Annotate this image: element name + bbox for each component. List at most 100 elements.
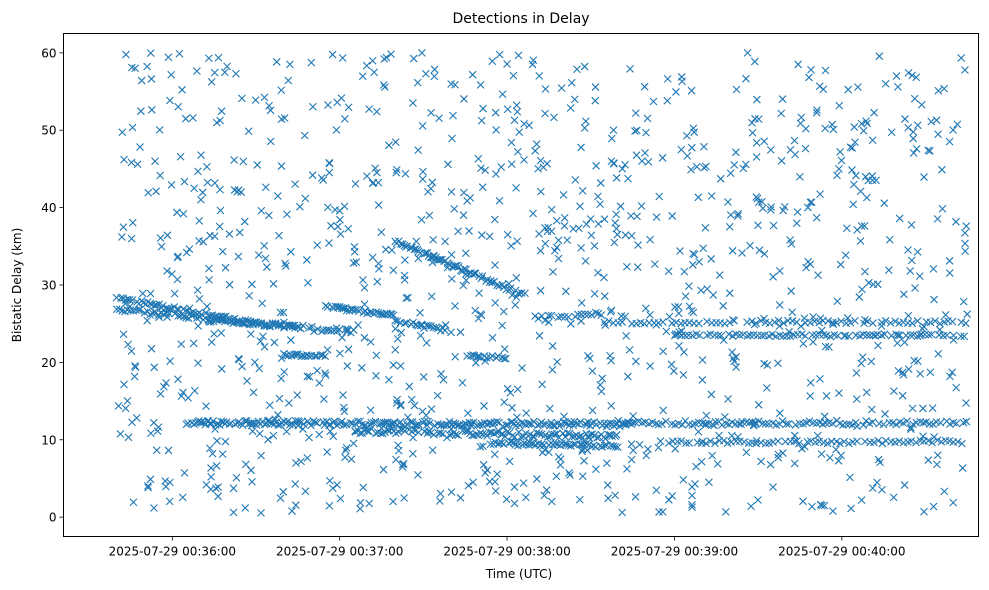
data-point xyxy=(835,101,844,110)
data-point xyxy=(741,160,750,169)
data-point xyxy=(820,501,829,510)
data-point xyxy=(925,147,934,155)
data-point xyxy=(886,319,895,327)
data-point xyxy=(477,116,486,125)
data-point xyxy=(230,156,239,164)
data-point xyxy=(535,429,544,438)
data-point xyxy=(286,321,295,330)
data-point xyxy=(491,261,499,270)
data-point xyxy=(531,146,540,155)
data-point xyxy=(174,102,183,111)
data-point xyxy=(128,123,137,132)
data-point xyxy=(325,501,334,510)
data-point xyxy=(603,481,612,489)
data-point xyxy=(502,421,510,430)
data-point xyxy=(606,419,615,427)
data-point xyxy=(253,161,262,169)
data-point xyxy=(637,202,646,210)
data-point xyxy=(938,204,947,213)
data-point xyxy=(816,374,824,383)
data-point xyxy=(341,446,350,455)
data-point xyxy=(488,57,497,66)
data-point xyxy=(924,330,933,339)
data-point xyxy=(361,307,370,315)
data-point xyxy=(919,404,927,413)
data-point xyxy=(826,332,835,341)
data-point xyxy=(678,420,687,429)
data-point xyxy=(206,444,214,453)
data-point xyxy=(235,317,244,326)
data-point xyxy=(351,427,359,435)
data-point xyxy=(163,313,172,321)
data-point xyxy=(336,215,344,224)
data-point xyxy=(124,340,132,349)
data-point xyxy=(622,331,631,340)
data-point xyxy=(587,231,596,240)
data-point xyxy=(405,382,414,391)
data-point xyxy=(335,349,344,358)
data-point xyxy=(220,68,229,77)
data-point xyxy=(826,453,834,462)
data-point xyxy=(870,108,878,117)
data-point xyxy=(863,317,872,326)
data-point xyxy=(632,126,641,135)
data-point xyxy=(879,420,888,429)
data-point xyxy=(217,107,226,116)
data-point xyxy=(409,54,418,63)
data-point xyxy=(307,421,315,430)
data-point xyxy=(829,507,837,515)
data-point xyxy=(536,187,545,196)
data-point xyxy=(374,259,383,268)
data-point xyxy=(769,221,778,230)
data-point xyxy=(597,387,606,396)
data-point xyxy=(855,293,864,301)
data-point xyxy=(441,321,450,329)
data-point xyxy=(266,106,275,115)
data-point xyxy=(915,272,924,280)
data-point xyxy=(429,235,438,244)
data-point xyxy=(360,333,369,342)
data-point xyxy=(241,319,249,328)
data-point xyxy=(581,257,590,265)
data-point xyxy=(291,180,299,189)
data-point xyxy=(396,361,405,370)
data-point xyxy=(503,105,512,114)
data-point xyxy=(580,62,589,71)
data-point xyxy=(661,417,670,426)
data-point xyxy=(658,153,667,162)
data-point xyxy=(846,473,854,482)
data-point xyxy=(269,431,278,440)
data-point xyxy=(809,313,818,321)
data-point xyxy=(877,322,886,330)
data-point xyxy=(121,404,130,413)
data-point xyxy=(366,308,375,316)
data-point xyxy=(477,164,485,173)
data-point xyxy=(933,460,941,469)
data-point xyxy=(894,83,902,91)
data-point xyxy=(861,267,869,276)
data-point xyxy=(417,48,426,57)
data-point xyxy=(917,100,926,109)
data-point xyxy=(448,134,456,143)
data-point xyxy=(557,439,566,448)
data-point xyxy=(225,280,234,289)
data-point xyxy=(727,431,736,440)
data-point xyxy=(504,279,513,288)
data-point xyxy=(837,156,846,165)
data-point xyxy=(460,95,468,103)
data-point xyxy=(816,190,824,199)
data-point xyxy=(176,152,185,161)
data-point xyxy=(512,101,521,110)
data-point xyxy=(230,186,239,194)
data-point xyxy=(389,311,398,320)
data-point xyxy=(613,230,622,239)
data-point xyxy=(949,336,958,344)
data-point xyxy=(264,211,273,220)
data-point xyxy=(946,372,954,381)
data-point xyxy=(625,345,634,354)
data-point xyxy=(400,427,409,435)
data-point xyxy=(262,263,271,271)
data-point xyxy=(754,115,763,123)
data-point xyxy=(577,244,585,252)
x-tick-label: 2025-07-29 00:38:00 xyxy=(443,545,570,559)
